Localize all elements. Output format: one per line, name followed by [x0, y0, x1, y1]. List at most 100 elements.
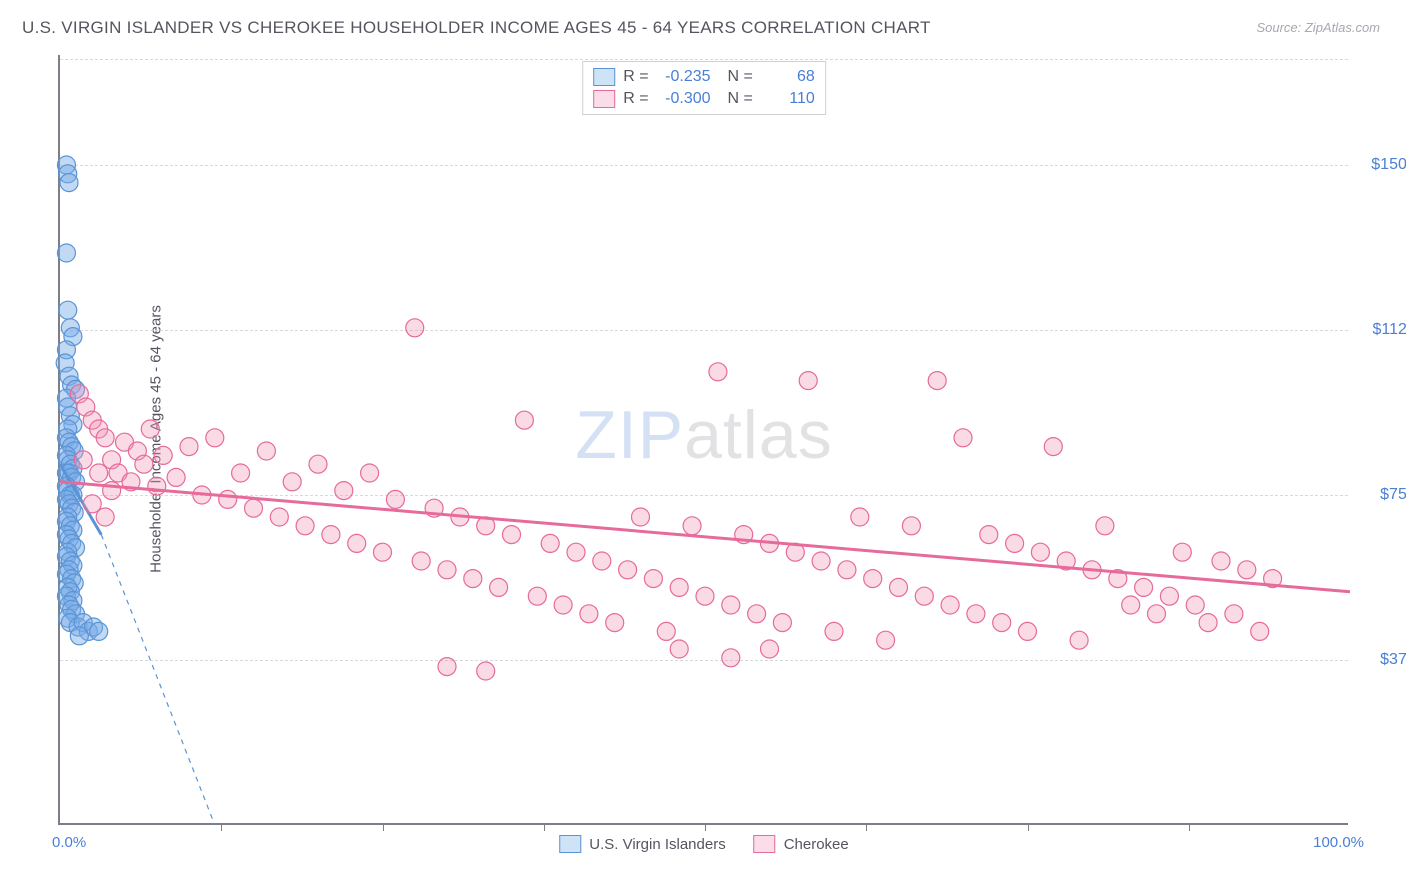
data-point-cherokee — [915, 587, 933, 605]
bottom-legend: U.S. Virgin Islanders Cherokee — [559, 835, 849, 853]
data-point-cherokee — [257, 442, 275, 460]
data-point-cherokee — [1006, 534, 1024, 552]
data-point-cherokee — [154, 446, 172, 464]
trend-line-dash-usvi — [101, 535, 215, 825]
data-point-cherokee — [245, 499, 263, 517]
data-point-cherokee — [438, 561, 456, 579]
n-value-cherokee: 110 — [761, 90, 815, 108]
data-point-cherokee — [1238, 561, 1256, 579]
data-point-cherokee — [864, 570, 882, 588]
data-point-cherokee — [1070, 631, 1088, 649]
x-tick — [1028, 823, 1029, 831]
data-point-cherokee — [1135, 578, 1153, 596]
data-point-cherokee — [1251, 622, 1269, 640]
data-point-cherokee — [412, 552, 430, 570]
legend-label-cherokee: Cherokee — [784, 836, 849, 853]
data-point-cherokee — [141, 420, 159, 438]
data-point-cherokee — [1225, 605, 1243, 623]
data-point-cherokee — [954, 429, 972, 447]
data-point-cherokee — [696, 587, 714, 605]
data-point-cherokee — [270, 508, 288, 526]
x-tick — [383, 823, 384, 831]
data-point-cherokee — [503, 526, 521, 544]
data-point-cherokee — [490, 578, 508, 596]
data-point-cherokee — [993, 614, 1011, 632]
data-point-cherokee — [967, 605, 985, 623]
data-point-cherokee — [941, 596, 959, 614]
chart-title: U.S. VIRGIN ISLANDER VS CHEROKEE HOUSEHO… — [22, 18, 931, 38]
data-point-cherokee — [477, 662, 495, 680]
data-point-cherokee — [851, 508, 869, 526]
data-point-cherokee — [96, 429, 114, 447]
r-label: R = — [623, 90, 648, 108]
data-point-cherokee — [902, 517, 920, 535]
data-point-cherokee — [722, 649, 740, 667]
data-point-cherokee — [928, 372, 946, 390]
y-tick-label: $150,000 — [1358, 156, 1406, 174]
data-point-usvi — [59, 301, 77, 319]
stats-row-usvi: R = -0.235 N = 68 — [593, 66, 815, 88]
n-label: N = — [719, 68, 753, 86]
data-point-cherokee — [296, 517, 314, 535]
data-point-cherokee — [322, 526, 340, 544]
n-label: N = — [719, 90, 753, 108]
data-point-cherokee — [567, 543, 585, 561]
x-axis-min-label: 0.0% — [52, 834, 86, 851]
x-tick — [544, 823, 545, 831]
data-point-cherokee — [1148, 605, 1166, 623]
data-point-cherokee — [283, 473, 301, 491]
data-point-cherokee — [361, 464, 379, 482]
x-tick — [221, 823, 222, 831]
data-point-cherokee — [541, 534, 559, 552]
data-point-cherokee — [335, 482, 353, 500]
x-tick — [866, 823, 867, 831]
data-point-cherokee — [722, 596, 740, 614]
data-point-cherokee — [799, 372, 817, 390]
source-label: Source: ZipAtlas.com — [1256, 20, 1380, 35]
trend-line-cherokee — [60, 482, 1350, 592]
data-point-cherokee — [657, 622, 675, 640]
data-point-cherokee — [374, 543, 392, 561]
r-label: R = — [623, 68, 648, 86]
data-point-cherokee — [1096, 517, 1114, 535]
plot-area: Householder Income Ages 45 - 64 years $3… — [58, 55, 1348, 825]
r-value-cherokee: -0.300 — [657, 90, 711, 108]
data-point-cherokee — [167, 468, 185, 486]
data-point-cherokee — [1173, 543, 1191, 561]
x-axis-max-label: 100.0% — [1313, 834, 1364, 851]
data-point-cherokee — [644, 570, 662, 588]
data-point-cherokee — [135, 455, 153, 473]
swatch-usvi — [593, 68, 615, 86]
data-point-cherokee — [348, 534, 366, 552]
data-point-cherokee — [670, 578, 688, 596]
data-point-cherokee — [1031, 543, 1049, 561]
data-point-cherokee — [515, 411, 533, 429]
data-point-cherokee — [580, 605, 598, 623]
legend-label-usvi: U.S. Virgin Islanders — [589, 836, 725, 853]
data-point-cherokee — [890, 578, 908, 596]
data-point-cherokee — [309, 455, 327, 473]
data-point-cherokee — [148, 477, 166, 495]
data-point-cherokee — [683, 517, 701, 535]
data-point-cherokee — [90, 464, 108, 482]
data-point-usvi — [60, 174, 78, 192]
y-tick-label: $112,500 — [1358, 321, 1406, 339]
scatter-svg — [60, 55, 1348, 823]
data-point-usvi — [70, 627, 88, 645]
data-point-cherokee — [232, 464, 250, 482]
data-point-cherokee — [606, 614, 624, 632]
swatch-cherokee — [593, 90, 615, 108]
data-point-cherokee — [1160, 587, 1178, 605]
x-tick — [1189, 823, 1190, 831]
y-tick-label: $37,500 — [1358, 651, 1406, 669]
data-point-cherokee — [464, 570, 482, 588]
data-point-cherokee — [709, 363, 727, 381]
n-value-usvi: 68 — [761, 68, 815, 86]
data-point-cherokee — [773, 614, 791, 632]
y-tick-label: $75,000 — [1358, 486, 1406, 504]
data-point-cherokee — [386, 490, 404, 508]
data-point-cherokee — [825, 622, 843, 640]
x-tick — [705, 823, 706, 831]
stats-row-cherokee: R = -0.300 N = 110 — [593, 88, 815, 110]
data-point-cherokee — [838, 561, 856, 579]
